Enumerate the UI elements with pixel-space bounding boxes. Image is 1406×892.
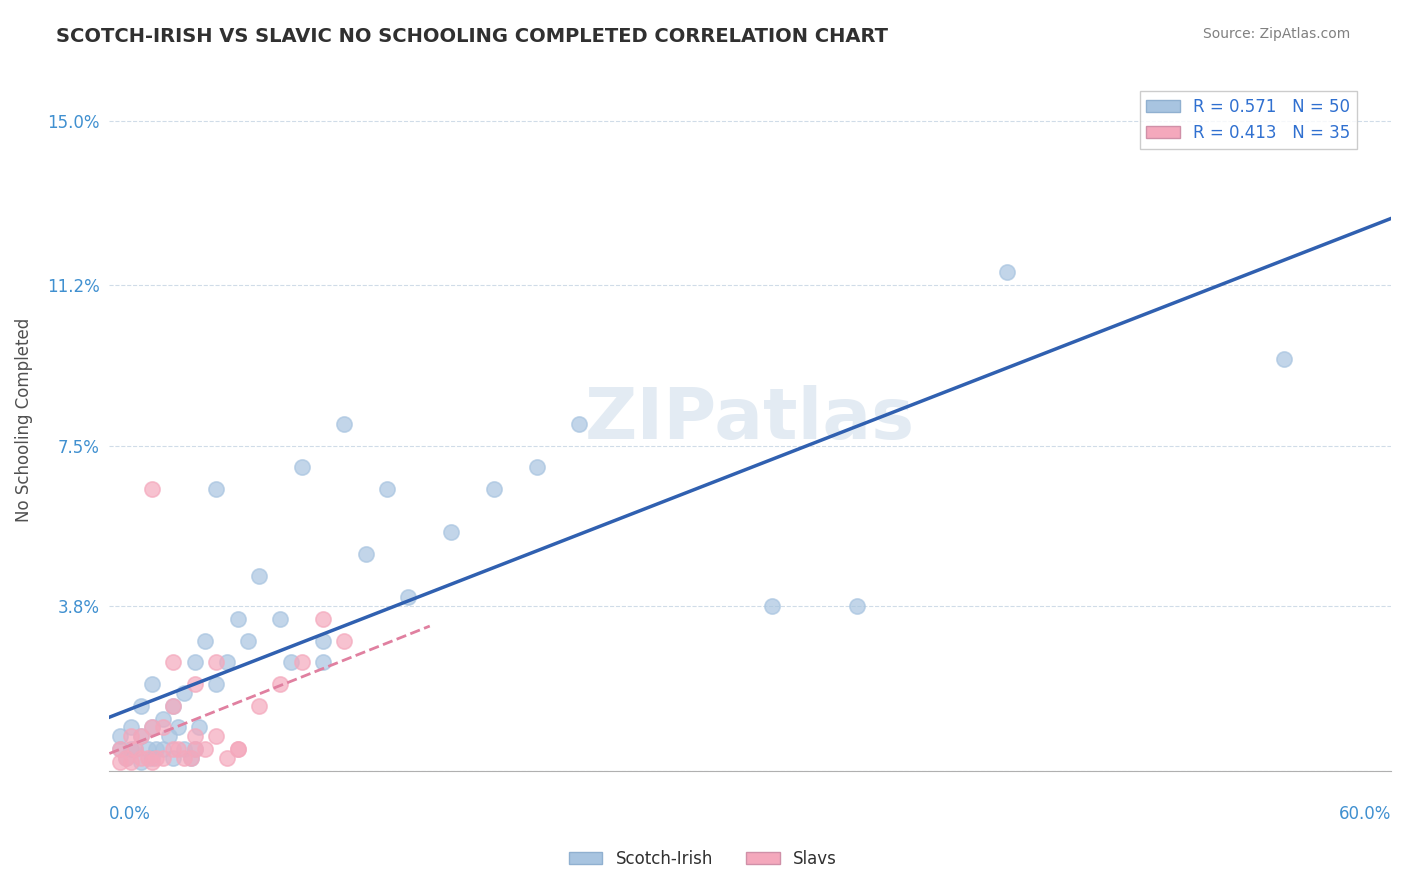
- Point: [115, 750, 138, 764]
- Point: [269, 677, 291, 691]
- Text: ZIPatlas: ZIPatlas: [585, 385, 915, 454]
- Point: [162, 698, 184, 713]
- Point: [312, 633, 335, 648]
- Point: [247, 698, 270, 713]
- Point: [568, 417, 591, 431]
- Point: [226, 612, 249, 626]
- Point: [482, 482, 505, 496]
- Point: [108, 729, 131, 743]
- Point: [333, 633, 356, 648]
- Point: [226, 742, 249, 756]
- Point: [131, 729, 153, 743]
- Point: [238, 633, 260, 648]
- Point: [312, 656, 335, 670]
- Point: [136, 750, 159, 764]
- Point: [157, 729, 180, 743]
- Point: [166, 742, 188, 756]
- Point: [194, 742, 217, 756]
- Point: [440, 525, 463, 540]
- Point: [162, 742, 184, 756]
- Point: [108, 755, 131, 769]
- Point: [173, 686, 195, 700]
- Text: 60.0%: 60.0%: [1339, 805, 1391, 823]
- Point: [131, 729, 153, 743]
- Point: [124, 742, 146, 756]
- Point: [120, 755, 142, 769]
- Point: [184, 677, 207, 691]
- Point: [194, 633, 217, 648]
- Point: [205, 482, 228, 496]
- Point: [291, 460, 314, 475]
- Legend: R = 0.571   N = 50, R = 0.413   N = 35: R = 0.571 N = 50, R = 0.413 N = 35: [1140, 91, 1357, 149]
- Point: [312, 612, 335, 626]
- Point: [120, 742, 142, 756]
- Point: [205, 656, 228, 670]
- Point: [162, 656, 184, 670]
- Text: 0.0%: 0.0%: [110, 805, 152, 823]
- Point: [1272, 351, 1295, 366]
- Point: [215, 656, 238, 670]
- Legend: Scotch-Irish, Slavs: Scotch-Irish, Slavs: [562, 844, 844, 875]
- Point: [526, 460, 548, 475]
- Point: [173, 742, 195, 756]
- Point: [108, 742, 131, 756]
- Point: [141, 482, 163, 496]
- Point: [846, 599, 869, 613]
- Point: [180, 750, 202, 764]
- Point: [354, 547, 377, 561]
- Point: [115, 750, 138, 764]
- Point: [131, 698, 153, 713]
- Point: [152, 742, 174, 756]
- Point: [162, 698, 184, 713]
- Point: [141, 755, 163, 769]
- Point: [226, 742, 249, 756]
- Point: [184, 656, 207, 670]
- Point: [188, 720, 211, 734]
- Point: [269, 612, 291, 626]
- Point: [184, 742, 207, 756]
- Point: [180, 750, 202, 764]
- Point: [120, 720, 142, 734]
- Point: [145, 750, 167, 764]
- Point: [396, 591, 419, 605]
- Point: [152, 720, 174, 734]
- Point: [333, 417, 356, 431]
- Point: [131, 755, 153, 769]
- Point: [152, 712, 174, 726]
- Point: [141, 720, 163, 734]
- Point: [141, 677, 163, 691]
- Text: SCOTCH-IRISH VS SLAVIC NO SCHOOLING COMPLETED CORRELATION CHART: SCOTCH-IRISH VS SLAVIC NO SCHOOLING COMP…: [56, 27, 889, 45]
- Point: [136, 742, 159, 756]
- Point: [162, 750, 184, 764]
- Point: [141, 720, 163, 734]
- Point: [280, 656, 302, 670]
- Point: [173, 750, 195, 764]
- Point: [152, 750, 174, 764]
- Point: [205, 729, 228, 743]
- Point: [291, 656, 314, 670]
- Point: [145, 742, 167, 756]
- Point: [247, 568, 270, 582]
- Point: [215, 750, 238, 764]
- Point: [184, 729, 207, 743]
- Point: [184, 742, 207, 756]
- Point: [166, 720, 188, 734]
- Point: [141, 750, 163, 764]
- Point: [375, 482, 398, 496]
- Point: [995, 265, 1018, 279]
- Point: [124, 742, 146, 756]
- Text: Source: ZipAtlas.com: Source: ZipAtlas.com: [1202, 27, 1350, 41]
- Y-axis label: No Schooling Completed: No Schooling Completed: [15, 318, 32, 522]
- Point: [131, 750, 153, 764]
- Point: [205, 677, 228, 691]
- Point: [120, 729, 142, 743]
- Point: [108, 742, 131, 756]
- Point: [761, 599, 783, 613]
